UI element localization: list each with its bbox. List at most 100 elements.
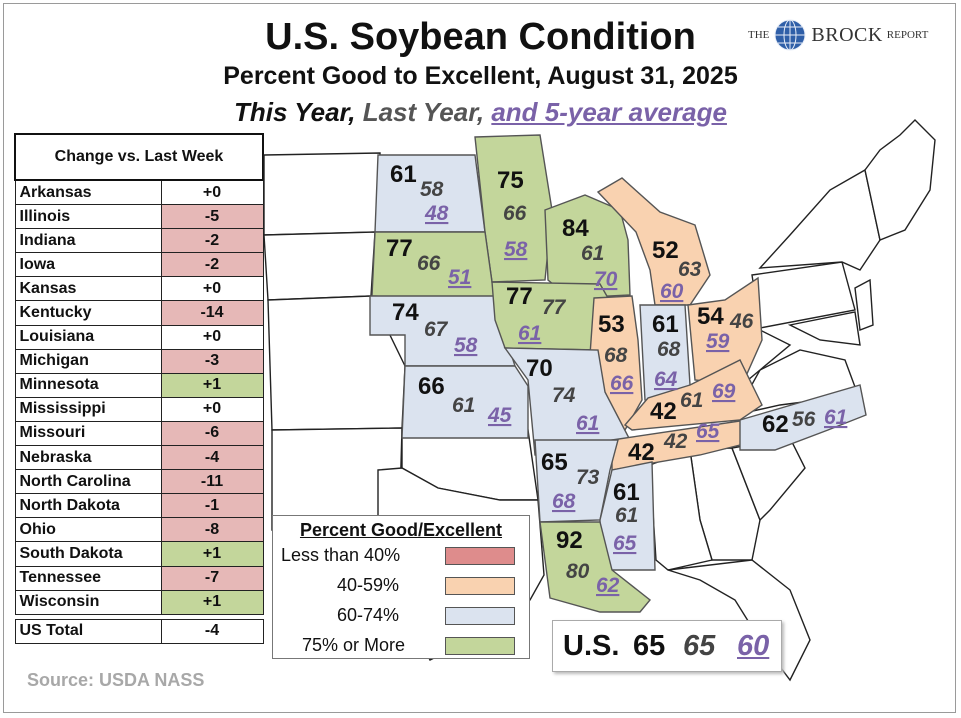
chart-frame xyxy=(3,3,956,713)
state-mn-this-year-label: 75 xyxy=(497,167,524,194)
change-table-state: Nebraska xyxy=(14,445,162,471)
state-wi-last-year-label: 61 xyxy=(581,242,604,265)
change-table-state: South Dakota xyxy=(14,541,162,567)
state-sd-this-year-label: 77 xyxy=(386,235,413,262)
logo-report: REPORT xyxy=(886,29,929,41)
state-tn-last-year-label: 42 xyxy=(663,430,688,453)
state-louisiana xyxy=(539,521,651,613)
change-table-state: Iowa xyxy=(14,252,162,278)
state-nc-this-year-label: 62 xyxy=(762,411,789,438)
state-la-last-year-label: 80 xyxy=(566,560,590,583)
change-table-value: -11 xyxy=(160,469,264,495)
change-table-row: Tennessee -7 xyxy=(14,565,264,591)
change-table-total-label: US Total xyxy=(14,618,162,644)
change-table-value: -5 xyxy=(160,204,264,230)
change-table-row: Wisconsin +1 xyxy=(14,589,264,615)
us-this-year: 65 xyxy=(633,630,666,662)
state-ar-five-year-avg-label: 68 xyxy=(552,490,576,513)
state-shapes xyxy=(369,134,867,613)
logo-brock: BROCK xyxy=(811,23,883,46)
subtitle-this-year: This Year, xyxy=(234,97,356,127)
change-table-value: -4 xyxy=(160,445,264,471)
state-nd-five-year-avg-label: 48 xyxy=(424,202,449,225)
change-table-value: +0 xyxy=(160,324,264,350)
change-table-row: Illinois -5 xyxy=(14,204,264,230)
state-mo-five-year-avg-label: 61 xyxy=(576,412,599,435)
subtitle-last-year: Last Year, xyxy=(362,97,485,127)
change-table-value: +1 xyxy=(160,541,264,567)
state-wi-this-year-label: 84 xyxy=(562,215,589,242)
state-sd-five-year-avg-label: 51 xyxy=(448,266,471,289)
state-in-this-year-label: 61 xyxy=(652,311,679,338)
state-ia-five-year-avg-label: 61 xyxy=(518,322,541,345)
state-in-five-year-avg-label: 64 xyxy=(654,368,678,391)
change-table-value: -2 xyxy=(160,252,264,278)
state-ar-last-year-label: 73 xyxy=(576,466,600,489)
legend-swatch-40-59 xyxy=(445,577,515,595)
change-table-row: Nebraska -4 xyxy=(14,445,264,471)
state-ia-this-year-label: 77 xyxy=(506,283,533,310)
change-table-row: North Carolina -11 xyxy=(14,469,264,495)
change-table-state: Michigan xyxy=(14,348,162,374)
state-il-five-year-avg-label: 66 xyxy=(610,372,634,395)
legend-item-75-plus: 75% or More xyxy=(273,631,529,661)
change-table-row: North Dakota -1 xyxy=(14,493,264,519)
state-kentucky xyxy=(623,359,763,431)
legend-item-40-59: 40-59% xyxy=(273,571,529,601)
state-oh-last-year-label: 46 xyxy=(729,310,754,333)
change-table-state: North Dakota xyxy=(14,493,162,519)
us-last-year: 65 xyxy=(683,630,716,662)
change-table-value: +1 xyxy=(160,372,264,398)
legend-item-60-74: 60-74% xyxy=(273,601,529,631)
brock-report-logo: THE BROCK REPORT xyxy=(748,18,928,52)
state-kansas xyxy=(401,365,529,439)
change-table-state: Kentucky xyxy=(14,300,162,326)
change-table-value: +0 xyxy=(160,396,264,422)
state-ms-last-year-label: 61 xyxy=(615,504,638,527)
change-table-value: +0 xyxy=(160,179,264,206)
chart-subtitle: Percent Good to Excellent, August 31, 20… xyxy=(223,62,738,90)
change-table-state: Minnesota xyxy=(14,372,162,398)
change-table-row: Kentucky -14 xyxy=(14,300,264,326)
change-table-row: Kansas +0 xyxy=(14,276,264,302)
state-ky-last-year-label: 61 xyxy=(680,389,703,412)
state-la-this-year-label: 92 xyxy=(556,527,583,554)
state-ne-five-year-avg-label: 58 xyxy=(454,334,478,357)
change-table-value: -8 xyxy=(160,517,264,543)
state-mo-this-year-label: 70 xyxy=(526,355,553,382)
state-ks-five-year-avg-label: 45 xyxy=(487,404,512,427)
state-nd-last-year-label: 58 xyxy=(420,178,444,201)
state-ne-last-year-label: 67 xyxy=(424,318,449,341)
subtitle-five-year-avg: and 5-year average xyxy=(491,97,727,127)
change-table-header-row: Change vs. Last Week xyxy=(14,133,264,181)
state-ohio xyxy=(687,276,763,386)
state-michigan xyxy=(596,177,711,306)
legend-label-75-plus: 75% or More xyxy=(302,635,406,655)
change-table-row: Iowa -2 xyxy=(14,252,264,278)
legend-label-60-74: 60-74% xyxy=(337,605,400,625)
change-table-total-row: US Total -4 xyxy=(14,618,264,644)
change-table-value: +1 xyxy=(160,589,264,615)
legend-swatch-75-plus xyxy=(445,637,515,655)
change-table-state: Illinois xyxy=(14,204,162,230)
state-new-jersey xyxy=(854,278,874,331)
change-table-row: Michigan -3 xyxy=(14,348,264,374)
state-ks-this-year-label: 66 xyxy=(418,373,445,400)
state-mn-five-year-avg-label: 58 xyxy=(504,238,528,261)
state-nc-last-year-label: 56 xyxy=(792,408,816,431)
state-arkansas xyxy=(534,439,619,523)
change-table-total-value: -4 xyxy=(160,618,264,644)
state-il-last-year-label: 68 xyxy=(604,344,628,367)
state-il-this-year-label: 53 xyxy=(598,311,625,338)
logo-the: THE xyxy=(748,29,770,41)
change-table-state: Kansas xyxy=(14,276,162,302)
state-la-five-year-avg-label: 62 xyxy=(596,574,620,597)
legend-swatch-lt40 xyxy=(445,547,515,565)
change-table-header: Change vs. Last Week xyxy=(14,133,264,181)
legend-item-lt40: Less than 40% xyxy=(273,541,529,571)
legend: Percent Good/Excellent Less than 40% 40-… xyxy=(272,515,530,659)
change-table-value: -7 xyxy=(160,565,264,591)
state-wyoming xyxy=(263,231,376,301)
